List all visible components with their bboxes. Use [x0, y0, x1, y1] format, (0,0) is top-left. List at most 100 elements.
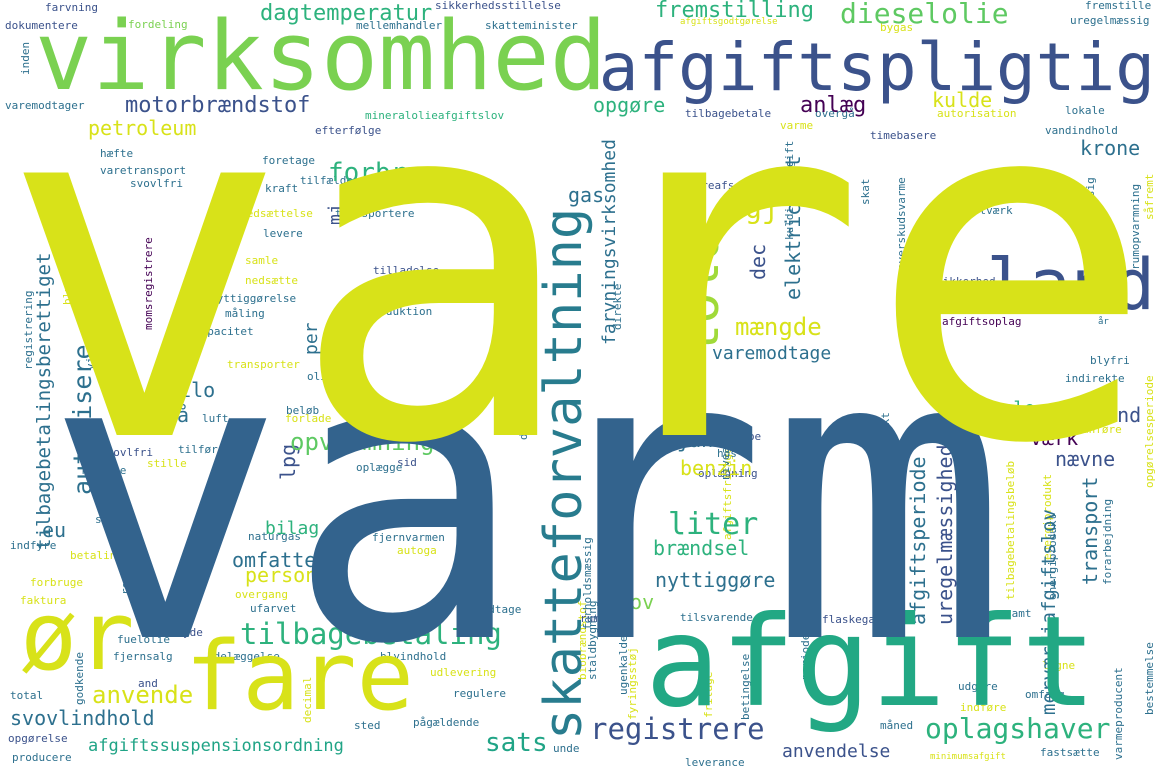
word: vareafsende [688, 179, 761, 192]
word: regnskab [378, 289, 431, 302]
word: gas [568, 183, 605, 207]
word: stille [147, 457, 187, 470]
word: registrere [590, 712, 765, 746]
word: faktura [20, 594, 67, 607]
word: oplægge [356, 461, 403, 474]
word: bestemmelse [1143, 642, 1155, 715]
word: svovlfri [130, 177, 183, 190]
word: produktion [366, 305, 433, 318]
word: afgiftssuspensionsordning [88, 736, 344, 756]
word: oplagshaver [925, 712, 1111, 745]
word: nyttiggørelse [210, 292, 297, 305]
word: værk [1030, 426, 1079, 450]
word: tilbagebetaling [240, 617, 502, 651]
word: eu [42, 518, 67, 542]
word: ødelæggelse [207, 650, 280, 663]
word: levere [263, 227, 303, 240]
word: udlevering [430, 666, 497, 679]
word: and [138, 677, 158, 690]
word: fremstilling [655, 0, 814, 23]
word: svovlindhold [10, 706, 155, 730]
word: fare [185, 622, 414, 732]
word: land [986, 244, 1155, 326]
word: fastsætte [1040, 746, 1100, 759]
word: forlade [285, 412, 332, 425]
word: varme [780, 119, 814, 132]
word: dieselolie [840, 0, 1009, 30]
word: afsætte [957, 289, 1004, 302]
word: petroleum [88, 116, 197, 140]
word: fjernsalg [113, 650, 173, 663]
word: jan [677, 428, 714, 452]
word: ske [95, 513, 115, 526]
word: efterfølge [315, 124, 382, 137]
word: olie [307, 370, 334, 383]
word: modtage [475, 603, 522, 616]
word: sats [485, 728, 548, 758]
word: flaskegas [822, 613, 882, 626]
word: pågældende [413, 716, 480, 729]
word: lokale [1065, 104, 1105, 117]
word: mellemhandler [356, 19, 443, 32]
word: skatteminister [485, 19, 578, 32]
word: kilo [167, 378, 216, 402]
word: betaling [70, 549, 123, 562]
word: overgang [235, 588, 288, 601]
word: tilbagebetale [685, 107, 772, 120]
word: nævne [1055, 447, 1116, 471]
word: sikkerhed [936, 275, 996, 288]
word: bygas [880, 21, 914, 34]
word: anvendelse [782, 741, 891, 762]
word: fjernvarmen [372, 531, 445, 544]
word: varm [45, 267, 1009, 732]
word: minimumsafgift [930, 752, 1006, 762]
word: febbe [728, 430, 762, 443]
word: varemodtager [5, 99, 85, 112]
word: afgiftsoplag [942, 315, 1022, 328]
word: finde [962, 281, 996, 294]
word: foretage [262, 154, 315, 167]
word: sted [354, 719, 381, 732]
word: indirekte [1065, 372, 1125, 385]
word: overgå [815, 107, 855, 120]
word: afsende [390, 510, 437, 523]
word: timebasere [870, 129, 937, 142]
word: dokumentere [5, 19, 78, 32]
word: år [1098, 317, 1109, 327]
word: unde [553, 742, 580, 755]
word: autoga [397, 544, 437, 557]
word: kulde [932, 88, 993, 112]
word: tilføre [178, 443, 225, 456]
word: tilfælde [300, 174, 353, 187]
word: betale [970, 398, 1036, 419]
word: udgøre [958, 680, 998, 693]
word: total [10, 689, 44, 702]
word: sikkerhedsstillelse [435, 0, 561, 12]
word: bestemme [1060, 304, 1104, 314]
word: indfyre [10, 539, 57, 552]
word: ligne [1042, 659, 1076, 672]
word: varemodtage [712, 343, 832, 364]
word: person [245, 563, 318, 587]
word: ufarvet [250, 602, 297, 615]
word: nedsætte [245, 274, 298, 287]
word: leverance [685, 756, 745, 769]
word: del [1026, 405, 1046, 418]
word: vare [0, 0, 1155, 549]
word: autorisation [937, 107, 1017, 120]
word: indføre [960, 701, 1007, 714]
word: lov [618, 590, 655, 614]
word: tilsvarende [680, 611, 753, 624]
word: transporter [227, 358, 300, 371]
word: forsyne [80, 464, 127, 477]
word: farvning [45, 1, 98, 14]
word: vand [1093, 403, 1142, 427]
word: hæfte [100, 147, 134, 160]
word: blyindhold [380, 650, 447, 663]
word: samle [245, 254, 279, 267]
word: liter [668, 507, 759, 542]
word: blyfri [1090, 354, 1130, 367]
word: anvende [92, 681, 194, 709]
word: kraft [265, 182, 299, 195]
